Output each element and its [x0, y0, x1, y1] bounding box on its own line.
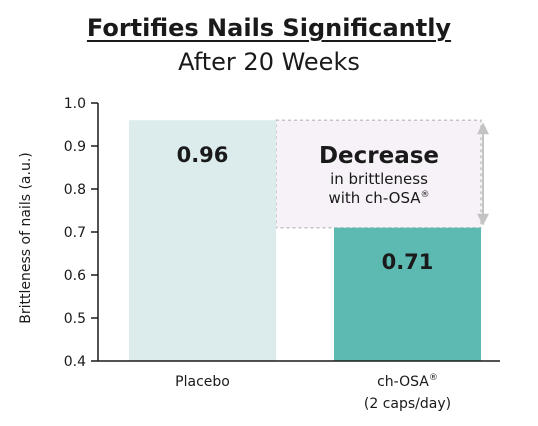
- y-tick-label: 1.0: [64, 96, 86, 112]
- annotation-line1: in brittleness: [330, 170, 428, 188]
- x-category-label: ch-OSA®: [377, 373, 438, 390]
- bar-value-label: 0.71: [382, 250, 434, 274]
- annotation-headline: Decrease: [319, 143, 439, 169]
- x-category-label: Placebo: [175, 374, 230, 390]
- y-tick-label: 0.5: [64, 311, 86, 327]
- chart-title: Fortifies Nails Significantly: [86, 14, 452, 42]
- y-tick-label: 0.4: [64, 354, 86, 370]
- y-tick-label: 0.7: [64, 225, 86, 241]
- y-tick-label: 0.9: [64, 139, 86, 155]
- annotation-line2: with ch-OSA®: [328, 189, 429, 207]
- bar-value-label: 0.96: [177, 143, 229, 167]
- chart-subtitle: After 20 Weeks: [178, 48, 360, 76]
- bar-placebo: [129, 120, 276, 361]
- y-tick-label: 0.8: [64, 182, 86, 198]
- decrease-arrow-head-up: [477, 122, 489, 135]
- x-category-sublabel: (2 caps/day): [364, 396, 451, 412]
- y-tick-label: 0.6: [64, 268, 86, 284]
- decrease-arrow-head-down: [477, 213, 489, 226]
- bar-chosa: [334, 227, 481, 361]
